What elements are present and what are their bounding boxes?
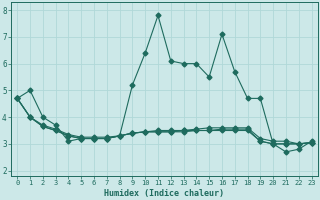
X-axis label: Humidex (Indice chaleur): Humidex (Indice chaleur) — [104, 189, 224, 198]
